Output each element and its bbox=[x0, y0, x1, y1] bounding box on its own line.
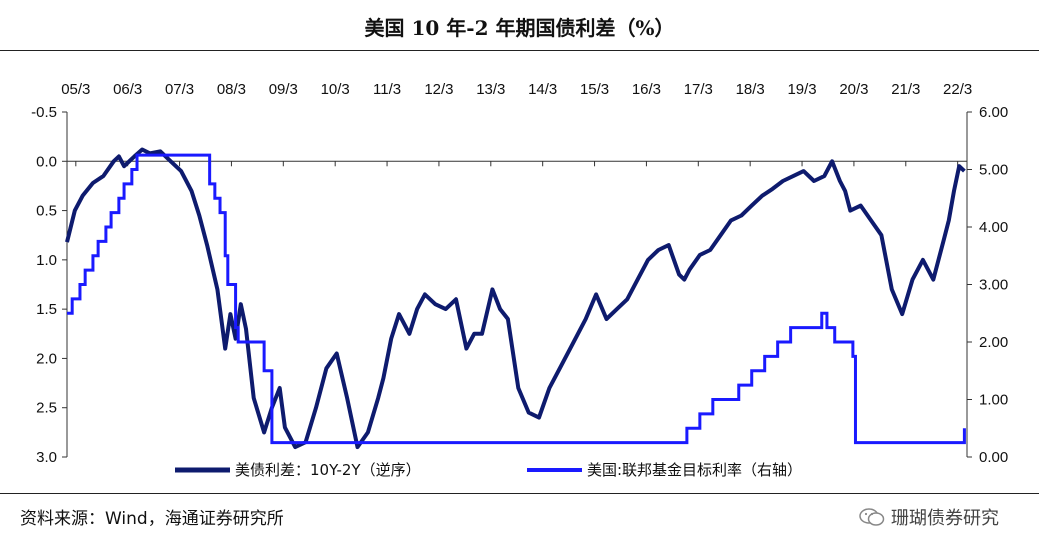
x-tick-label: 22/3 bbox=[943, 81, 972, 98]
chart-axes bbox=[62, 111, 972, 458]
left-y-tick-label: 3.0 bbox=[36, 449, 57, 466]
left-y-tick-label: 1.0 bbox=[36, 252, 57, 269]
x-tick-label: 09/3 bbox=[269, 81, 298, 98]
x-tick-label: 14/3 bbox=[528, 81, 557, 98]
x-tick-label: 11/3 bbox=[373, 81, 401, 98]
watermark-text: 珊瑚债券研究 bbox=[891, 508, 999, 529]
wechat-icon bbox=[859, 508, 885, 526]
x-tick-label: 10/3 bbox=[321, 81, 350, 98]
right-y-tick-label: 4.00 bbox=[979, 219, 1008, 236]
x-tick-label: 21/3 bbox=[891, 81, 920, 98]
x-tick-label: 19/3 bbox=[787, 81, 816, 98]
right-y-tick-label: 5.00 bbox=[979, 162, 1008, 179]
left-y-tick-label: 0.5 bbox=[36, 203, 57, 220]
x-tick-label: 20/3 bbox=[839, 81, 868, 98]
series-line-fed-funds-rate bbox=[67, 153, 966, 445]
legend-item-fed-funds-rate-label: 美国:联邦基金目标利率（右轴） bbox=[587, 461, 802, 479]
right-y-tick-label: 2.00 bbox=[979, 334, 1008, 351]
left-y-tick-label: 2.0 bbox=[36, 350, 57, 367]
top-rule bbox=[0, 50, 1039, 51]
right-y-tick-label: 6.00 bbox=[979, 104, 1008, 121]
right-y-tick-label: 3.00 bbox=[979, 277, 1008, 294]
left-y-tick-label: 0.0 bbox=[36, 153, 57, 170]
x-tick-label: 15/3 bbox=[580, 81, 609, 98]
x-tick-label: 13/3 bbox=[476, 81, 505, 98]
source-note: 资料来源：Wind，海通证券研究所 bbox=[20, 509, 284, 529]
x-tick-label: 08/3 bbox=[217, 81, 246, 98]
right-y-tick-labels: 6.00 5.00 4.00 3.00 2.00 1.00 0.00 bbox=[979, 104, 1008, 466]
x-tick-label: 18/3 bbox=[736, 81, 765, 98]
series-line-yield-spread bbox=[65, 147, 966, 450]
left-y-tick-labels: -0.5 0.0 0.5 1.0 1.5 2.0 2.5 3.0 bbox=[31, 104, 57, 466]
legend: 美债利差：10Y-2Y（逆序） 美国:联邦基金目标利率（右轴） bbox=[175, 461, 802, 479]
legend-item-yield-spread-label: 美债利差：10Y-2Y（逆序） bbox=[235, 461, 421, 479]
x-tick-labels: 05/3 06/3 07/3 08/3 09/3 10/3 11/3 12/3 13/3 14/3… bbox=[61, 81, 972, 98]
left-y-tick-label: 2.5 bbox=[36, 400, 57, 417]
x-tick-label: 05/3 bbox=[61, 81, 90, 98]
x-tick-label: 07/3 bbox=[165, 81, 194, 98]
right-y-tick-label: 0.00 bbox=[979, 449, 1008, 466]
right-y-tick-label: 1.00 bbox=[979, 392, 1008, 409]
left-y-tick-label: 1.5 bbox=[36, 301, 57, 318]
series-lines bbox=[65, 147, 966, 450]
left-y-tick-label: -0.5 bbox=[31, 104, 57, 121]
x-tick-label: 17/3 bbox=[684, 81, 713, 98]
x-tick-label: 16/3 bbox=[632, 81, 661, 98]
chart-title: 美国 10 年-2 年期国债利差（%） bbox=[364, 16, 675, 40]
watermark: 珊瑚债券研究 bbox=[859, 504, 999, 530]
bottom-rule bbox=[0, 493, 1039, 494]
x-tick-label: 12/3 bbox=[424, 81, 453, 98]
x-tick-label: 06/3 bbox=[113, 81, 142, 98]
